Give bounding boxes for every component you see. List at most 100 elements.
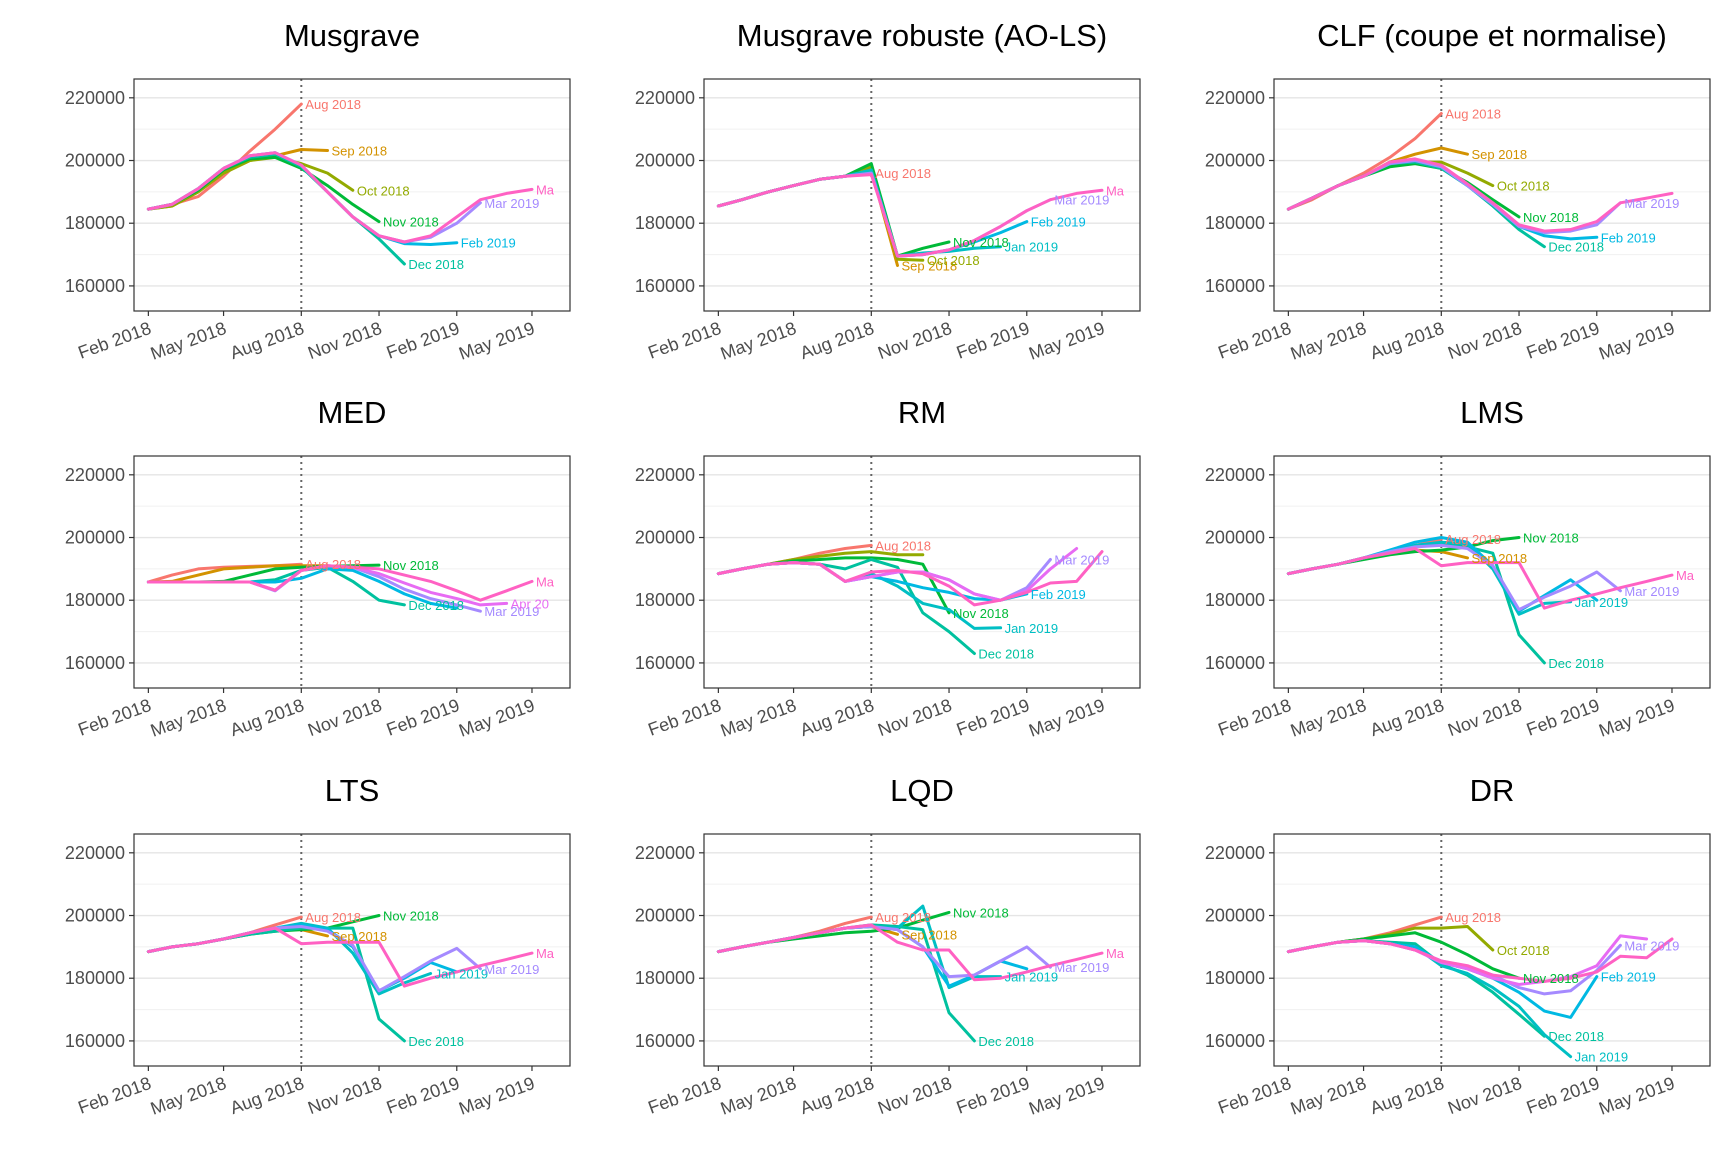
x-tick-label: May 2018 (148, 695, 229, 741)
y-tick-label: 220000 (1205, 88, 1265, 108)
series-end-label: Dec 2018 (1548, 1029, 1604, 1044)
series-end-label: Jan 2019 (1575, 595, 1629, 610)
x-tick-label: May 2018 (718, 1073, 799, 1119)
series-end-label: Mar 2019 (484, 962, 539, 977)
y-tick-label: 220000 (65, 843, 125, 863)
series-end-label: Ma (1106, 183, 1125, 198)
panel-border (133, 455, 571, 689)
y-tick-label: 200000 (1205, 151, 1265, 171)
x-tick-label: Nov 2018 (1445, 1073, 1524, 1118)
series-end-label: Feb 2019 (1601, 230, 1656, 245)
series-end-label: Aug 2018 (875, 910, 931, 925)
series-line (146, 152, 406, 266)
series-end-label: Aug 2018 (1445, 532, 1501, 547)
series-end-label: Sep 2018 (901, 927, 957, 942)
x-tick-label: May 2019 (1026, 1073, 1107, 1119)
series-line (1286, 160, 1495, 211)
x-tick-label: Feb 2018 (645, 1073, 723, 1118)
series-end-label: Nov 2018 (953, 606, 1009, 621)
y-tick-label: 160000 (635, 653, 695, 673)
series-end-label: Dec 2018 (1548, 240, 1604, 255)
panel-1: Musgrave 160000 180000 200000 220000 Feb 2018… (65, 18, 571, 364)
series-end-label: Nov 2018 (953, 235, 1009, 250)
panel-title: LQD (890, 773, 954, 808)
y-tick-label: 200000 (65, 906, 125, 926)
x-tick-label: Feb 2018 (645, 318, 723, 363)
series-line (1286, 157, 1674, 233)
series-line (1286, 159, 1599, 241)
x-tick-label: Aug 2018 (797, 318, 876, 363)
x-tick-label: May 2019 (456, 1073, 537, 1119)
x-tick-label: Aug 2018 (1367, 1073, 1446, 1118)
y-tick-label: 180000 (65, 968, 125, 988)
series-end-label: Nov 2018 (383, 558, 439, 573)
panel-border (1273, 455, 1711, 689)
y-tick-label: 180000 (1205, 968, 1265, 988)
x-tick-label: Feb 2019 (954, 1073, 1032, 1118)
x-tick-label: Feb 2019 (1524, 318, 1602, 363)
series-end-label: Jan 2019 (1575, 1050, 1629, 1065)
x-tick-label: May 2019 (456, 695, 537, 741)
y-tick-label: 180000 (635, 968, 695, 988)
y-tick-label: 160000 (65, 653, 125, 673)
series-line (1286, 162, 1521, 219)
x-tick-label: Feb 2019 (954, 695, 1032, 740)
y-tick-label: 220000 (635, 88, 695, 108)
x-tick-label: Feb 2019 (1524, 1073, 1602, 1118)
panel-border (133, 78, 571, 312)
series-end-label: Dec 2018 (1548, 656, 1604, 671)
x-tick-label: Feb 2018 (75, 695, 153, 740)
x-tick-label: Aug 2018 (797, 695, 876, 740)
x-tick-label: May 2018 (148, 318, 229, 364)
series-end-label: Mar 2019 (484, 604, 539, 619)
y-tick-label: 200000 (65, 528, 125, 548)
series-line (1286, 160, 1546, 249)
x-tick-label: Feb 2019 (954, 318, 1032, 363)
series-line (1286, 925, 1495, 954)
x-tick-label: Feb 2018 (645, 695, 723, 740)
series-end-label: Nov 2018 (1523, 971, 1579, 986)
x-tick-label: May 2019 (456, 318, 537, 364)
y-tick-label: 180000 (1205, 213, 1265, 233)
y-tick-label: 220000 (635, 843, 695, 863)
panel-border (703, 833, 1141, 1067)
y-tick-label: 160000 (1205, 653, 1265, 673)
series-end-label: Oct 2018 (1497, 943, 1550, 958)
panel-title: LTS (325, 773, 380, 808)
x-tick-label: May 2019 (1596, 695, 1677, 741)
x-tick-label: Feb 2019 (1524, 695, 1602, 740)
y-tick-label: 200000 (635, 151, 695, 171)
series-end-label: Sep 2018 (901, 259, 957, 274)
series-line (716, 923, 1104, 982)
y-tick-label: 160000 (1205, 1031, 1265, 1051)
panel-border (703, 78, 1141, 312)
series-end-label: Jan 2019 (1005, 240, 1059, 255)
series-end-label: Ma (536, 182, 555, 197)
x-tick-label: May 2018 (1288, 695, 1369, 741)
y-tick-label: 160000 (635, 1031, 695, 1051)
y-tick-label: 220000 (1205, 465, 1265, 485)
panel-3: CLF (coupe et normalise) 160000 180000 2000… (1205, 18, 1711, 364)
x-tick-label: Nov 2018 (875, 1073, 954, 1118)
series-end-label: Mar 2019 (1054, 193, 1109, 208)
series-end-label: Oct 2018 (357, 183, 410, 198)
series-end-label: Feb 2019 (1031, 215, 1086, 230)
series-end-label: Sep 2018 (331, 143, 387, 158)
series-end-label: Dec 2018 (978, 647, 1034, 662)
panel-title: MED (318, 395, 387, 430)
series-end-label: Ma (536, 946, 555, 961)
series-end-label: Aug 2018 (1445, 910, 1501, 925)
x-tick-label: May 2019 (1596, 318, 1677, 364)
series-end-label: Sep 2018 (1471, 551, 1527, 566)
y-tick-label: 200000 (635, 528, 695, 548)
series-line (146, 926, 534, 988)
series-end-label: Aug 2018 (1445, 106, 1501, 121)
x-tick-label: Feb 2018 (1215, 1073, 1293, 1118)
series-line (146, 151, 534, 244)
series-line (146, 564, 534, 602)
y-tick-label: 180000 (635, 590, 695, 610)
y-tick-label: 180000 (65, 590, 125, 610)
